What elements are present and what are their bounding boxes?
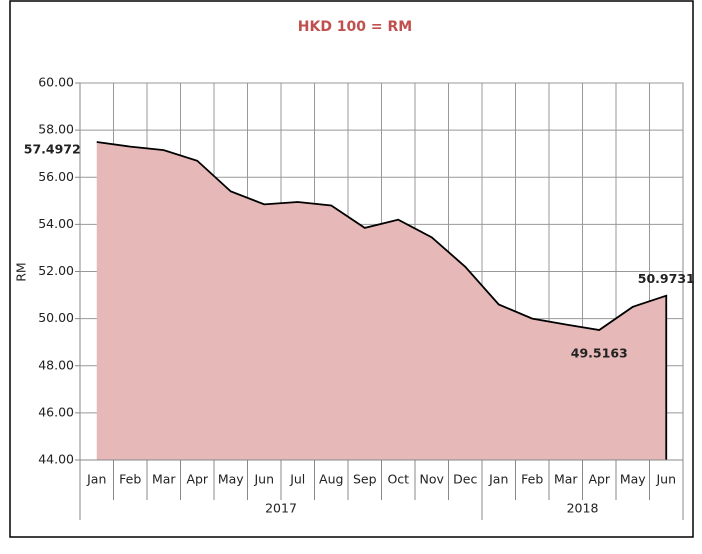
chart-title: HKD 100 = RM [298,19,412,35]
x-tick-label: Oct [387,472,409,487]
x-tick-label: May [620,472,646,487]
x-tick-label: May [218,472,244,487]
line [96,141,668,460]
x-tick-label: Mar [554,472,578,487]
x-tick-label: Feb [119,472,141,487]
x-tick-label: Apr [588,472,610,487]
x-tick-label: Feb [521,472,543,487]
y-tick-label: 52.00 [38,263,74,278]
y-tick-label: 56.00 [38,169,74,184]
data-label: 57.4972 [24,141,81,156]
data-label: 49.5163 [571,346,628,361]
y-tick-label: 44.00 [38,452,74,467]
x-tick-label: Mar [152,472,176,487]
x-tick-label: Nov [420,472,445,487]
x-tick-label: Sep [353,472,377,487]
y-tick-label: 58.00 [38,122,74,137]
y-tick-label: 46.00 [38,404,74,419]
x-tick-label: Jul [289,472,305,487]
x-tick-label: Jun [655,472,676,487]
x-tick-label: Jan [86,472,106,487]
y-tick-label: 60.00 [38,75,74,90]
y-tick-label: 48.00 [38,357,74,372]
group-label: 2018 [567,501,599,516]
y-axis-label: RM [14,262,29,281]
y-tick-label: 54.00 [38,216,74,231]
x-tick-label: Jun [253,472,274,487]
x-tick-label: Jan [488,472,508,487]
data-label: 50.9731 [638,271,695,286]
group-label: 2017 [265,501,297,516]
area [96,141,667,460]
x-tick-label: Apr [186,472,208,487]
x-tick-label: Dec [453,472,477,487]
y-tick-label: 50.00 [38,310,74,325]
x-tick-label: Aug [319,472,343,487]
